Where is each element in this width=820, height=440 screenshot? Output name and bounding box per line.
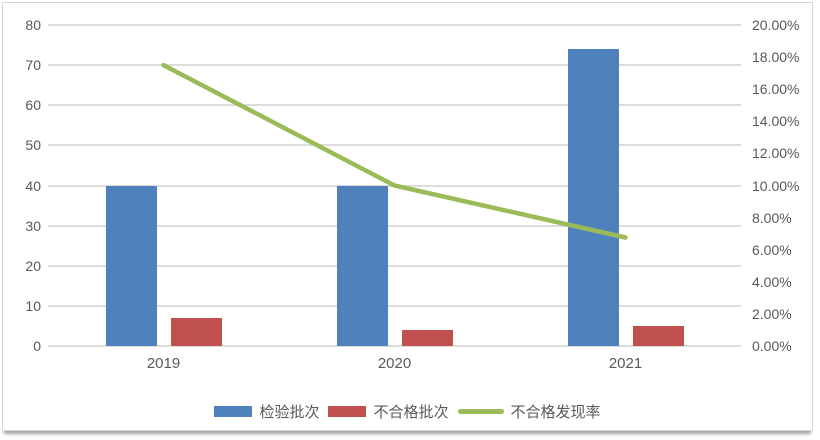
gridline <box>48 224 741 227</box>
left-axis-tick-label: 40 <box>25 177 41 194</box>
left-axis-tick-label: 20 <box>25 257 41 274</box>
gridline <box>48 264 741 267</box>
green-line-swatch-icon <box>457 409 504 414</box>
line-series-defect-discovery-rate <box>161 62 628 240</box>
bar-defect-batches-2019 <box>170 317 222 346</box>
right-axis-tick-label: 20.00% <box>752 17 800 33</box>
bar-inspection-batches-2020 <box>336 185 388 346</box>
gridline <box>48 64 741 67</box>
category-axis: 2019 2020 2021 <box>48 355 741 375</box>
bar-group-2021 <box>510 25 741 346</box>
chart-frame: 80 70 60 50 40 30 20 10 0 20.00% 18.00% 16.00% 14.0… <box>2 2 813 431</box>
right-axis-tick-label: 4.00% <box>752 273 792 290</box>
left-axis-tick-label: 70 <box>25 57 41 74</box>
bar-inspection-batches-2021 <box>567 49 619 346</box>
defect-rate-line <box>161 62 628 240</box>
bar-inspection-batches-2019 <box>105 185 157 346</box>
category-label-2019: 2019 <box>146 355 181 372</box>
blue-bar-swatch-icon <box>214 406 253 417</box>
legend-label-defect-discovery-rate: 不合格发现率 <box>510 404 601 421</box>
left-axis-tick-label: 60 <box>25 97 41 114</box>
right-axis-tick-label: 18.00% <box>752 49 800 66</box>
left-axis-tick-label: 30 <box>25 217 41 234</box>
legend-item-defect-discovery-rate: 不合格发现率 <box>457 401 601 422</box>
gridline <box>48 144 741 147</box>
bar-defect-batches-2021 <box>632 325 684 346</box>
legend: 检验批次 不合格批次 不合格发现率 <box>3 401 812 422</box>
right-axis-tick-label: 6.00% <box>752 241 792 258</box>
legend-label-defect-batches: 不合格批次 <box>373 404 449 421</box>
legend-item-defect-batches: 不合格批次 <box>328 401 449 422</box>
right-axis-tick-label: 14.00% <box>752 113 800 130</box>
left-axis-tick-label: 50 <box>25 137 41 154</box>
left-axis-tick-label: 0 <box>33 338 41 354</box>
category-label-2020: 2020 <box>377 355 412 372</box>
bar-group-2020 <box>279 25 510 346</box>
left-value-axis: 80 70 60 50 40 30 20 10 0 <box>7 17 41 354</box>
left-axis-tick-label: 10 <box>25 297 41 314</box>
left-axis-tick-label: 80 <box>25 17 41 33</box>
right-axis-tick-label: 16.00% <box>752 81 800 98</box>
right-axis-tick-label: 2.00% <box>752 305 792 322</box>
category-label-2021: 2021 <box>608 355 643 372</box>
legend-item-inspection-batches: 检验批次 <box>214 401 319 422</box>
red-bar-swatch-icon <box>328 406 367 417</box>
right-axis-tick-label: 0.00% <box>752 338 792 354</box>
right-axis-tick-label: 10.00% <box>752 177 800 194</box>
gridline <box>48 104 741 107</box>
gridline <box>48 24 741 26</box>
right-axis-tick-label: 12.00% <box>752 145 800 162</box>
right-axis-tick-label: 8.00% <box>752 209 792 226</box>
right-percent-axis: 20.00% 18.00% 16.00% 14.00% 12.00% 10.00% 8.00… <box>752 17 816 354</box>
gridline <box>48 345 741 347</box>
legend-label-inspection-batches: 检验批次 <box>259 404 320 421</box>
gridline <box>48 304 741 307</box>
bar-defect-batches-2020 <box>401 329 453 346</box>
plot-area <box>48 24 741 347</box>
bar-group-2019 <box>48 25 279 346</box>
